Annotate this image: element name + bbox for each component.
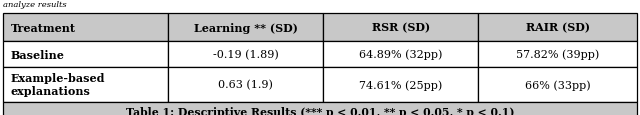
Text: Treatment: Treatment: [11, 22, 76, 33]
Text: 66% (33pp): 66% (33pp): [525, 79, 591, 90]
Bar: [323, 14, 479, 42]
Bar: [3, 67, 168, 102]
Text: RAIR (SD): RAIR (SD): [525, 22, 589, 33]
Bar: [168, 14, 323, 42]
Bar: [3, 102, 637, 115]
Text: Baseline: Baseline: [11, 49, 65, 60]
Text: 57.82% (39pp): 57.82% (39pp): [516, 49, 599, 60]
Text: 0.63 (1.9): 0.63 (1.9): [218, 79, 273, 90]
Bar: [323, 42, 479, 67]
Bar: [3, 14, 168, 42]
Bar: [3, 42, 168, 67]
Bar: [323, 67, 479, 102]
Text: 74.61% (25pp): 74.61% (25pp): [359, 79, 442, 90]
Bar: [479, 67, 637, 102]
Text: analyze results: analyze results: [3, 1, 67, 9]
Text: RSR (SD): RSR (SD): [372, 22, 430, 33]
Bar: [168, 42, 323, 67]
Text: -0.19 (1.89): -0.19 (1.89): [212, 50, 278, 60]
Text: Table 1: Descriptive Results (*** p < 0.01, ** p < 0.05, * p < 0.1): Table 1: Descriptive Results (*** p < 0.…: [125, 106, 515, 115]
Text: Example-based
explanations: Example-based explanations: [11, 73, 106, 96]
Bar: [479, 14, 637, 42]
Text: 64.89% (32pp): 64.89% (32pp): [359, 49, 442, 60]
Bar: [479, 42, 637, 67]
Text: Learning ** (SD): Learning ** (SD): [194, 22, 298, 33]
Bar: [168, 67, 323, 102]
